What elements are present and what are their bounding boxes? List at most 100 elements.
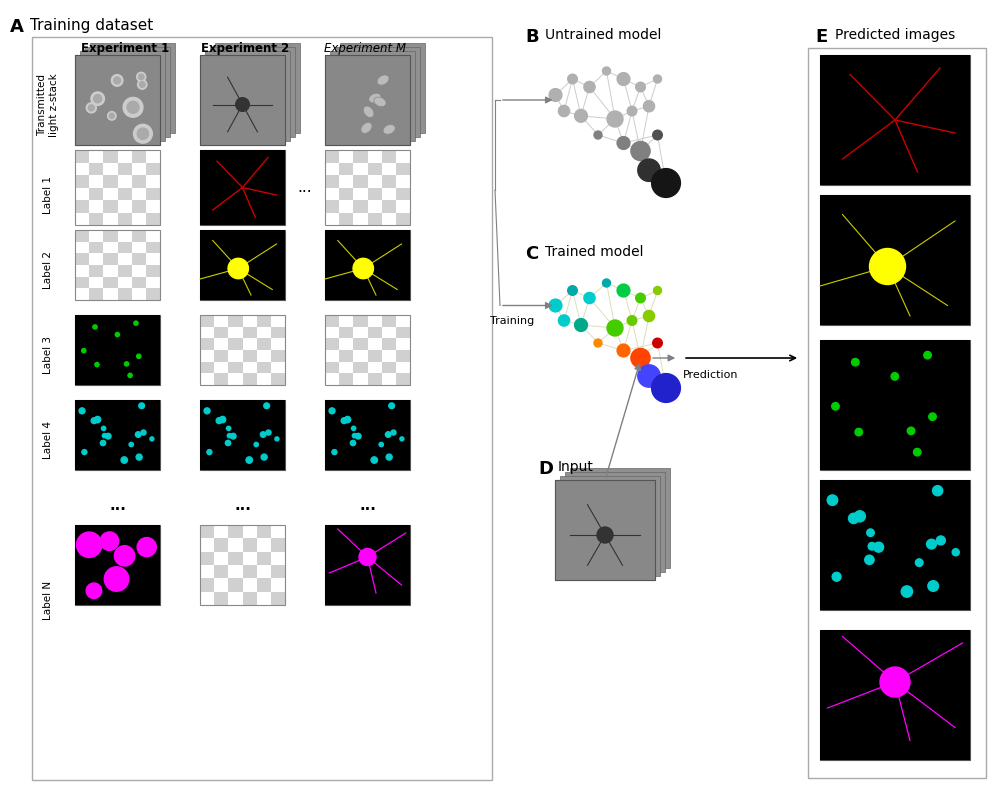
Bar: [200, 373, 214, 385]
Circle shape: [86, 103, 96, 113]
Bar: [325, 200, 339, 212]
Bar: [103, 163, 118, 175]
Bar: [103, 187, 118, 200]
Bar: [368, 373, 382, 385]
Bar: [118, 288, 132, 300]
Circle shape: [868, 542, 876, 550]
Bar: [242, 350, 257, 362]
Bar: [339, 200, 353, 212]
Circle shape: [827, 495, 838, 505]
Bar: [118, 242, 132, 253]
Text: C: C: [525, 245, 538, 263]
Bar: [214, 565, 228, 578]
Bar: [353, 175, 368, 187]
Bar: [75, 200, 89, 212]
Text: Experiment 2: Experiment 2: [201, 42, 289, 55]
Bar: [215, 43, 300, 133]
Circle shape: [643, 311, 655, 321]
Circle shape: [108, 111, 116, 120]
Bar: [214, 552, 228, 565]
Bar: [325, 55, 410, 145]
Bar: [75, 55, 160, 145]
Bar: [271, 552, 285, 565]
Bar: [228, 327, 242, 338]
Bar: [103, 230, 118, 242]
Bar: [214, 350, 228, 362]
Circle shape: [226, 426, 231, 430]
Bar: [353, 338, 368, 350]
Ellipse shape: [369, 93, 381, 103]
Bar: [214, 373, 228, 385]
Bar: [396, 350, 410, 362]
Bar: [75, 187, 89, 200]
Circle shape: [266, 430, 271, 435]
Circle shape: [138, 80, 147, 89]
Circle shape: [111, 74, 123, 87]
Circle shape: [94, 417, 101, 423]
Bar: [146, 288, 160, 300]
Circle shape: [936, 536, 945, 545]
Bar: [560, 476, 660, 576]
Bar: [339, 350, 353, 362]
Bar: [325, 525, 410, 605]
Circle shape: [139, 82, 145, 87]
Bar: [89, 242, 103, 253]
Circle shape: [102, 433, 107, 438]
Bar: [228, 592, 242, 605]
Bar: [330, 51, 415, 141]
Bar: [325, 230, 410, 300]
Circle shape: [617, 73, 630, 86]
Circle shape: [91, 92, 104, 106]
Bar: [200, 315, 285, 385]
Circle shape: [261, 454, 267, 460]
Bar: [242, 538, 257, 552]
Bar: [353, 200, 368, 212]
Bar: [382, 212, 396, 225]
Circle shape: [332, 449, 337, 455]
Circle shape: [351, 426, 356, 430]
Bar: [368, 187, 382, 200]
Circle shape: [654, 287, 662, 295]
Bar: [396, 150, 410, 163]
Circle shape: [652, 373, 680, 402]
Circle shape: [86, 583, 102, 598]
Bar: [396, 200, 410, 212]
Bar: [325, 187, 339, 200]
Circle shape: [584, 292, 595, 304]
Circle shape: [607, 111, 623, 127]
Circle shape: [901, 586, 913, 598]
Bar: [89, 150, 103, 163]
Circle shape: [627, 316, 637, 325]
Bar: [257, 373, 271, 385]
Circle shape: [575, 110, 587, 123]
Ellipse shape: [361, 123, 372, 133]
Circle shape: [870, 248, 906, 284]
Ellipse shape: [363, 106, 374, 118]
Circle shape: [832, 573, 841, 582]
Circle shape: [854, 511, 865, 522]
Bar: [228, 315, 242, 327]
Bar: [200, 525, 214, 538]
Circle shape: [832, 403, 839, 410]
Bar: [396, 327, 410, 338]
Bar: [271, 350, 285, 362]
Circle shape: [602, 67, 610, 75]
Circle shape: [558, 106, 570, 117]
Bar: [118, 212, 132, 225]
Bar: [820, 340, 970, 470]
Text: ...: ...: [359, 497, 376, 513]
Bar: [382, 315, 396, 327]
Bar: [200, 400, 285, 470]
Text: Input: Input: [558, 460, 594, 474]
Bar: [382, 350, 396, 362]
Bar: [75, 288, 89, 300]
Bar: [325, 230, 410, 300]
Bar: [89, 175, 103, 187]
Bar: [325, 55, 410, 145]
Bar: [382, 373, 396, 385]
Bar: [340, 43, 425, 133]
Bar: [89, 288, 103, 300]
Circle shape: [929, 413, 936, 421]
Bar: [820, 630, 970, 760]
Bar: [353, 187, 368, 200]
